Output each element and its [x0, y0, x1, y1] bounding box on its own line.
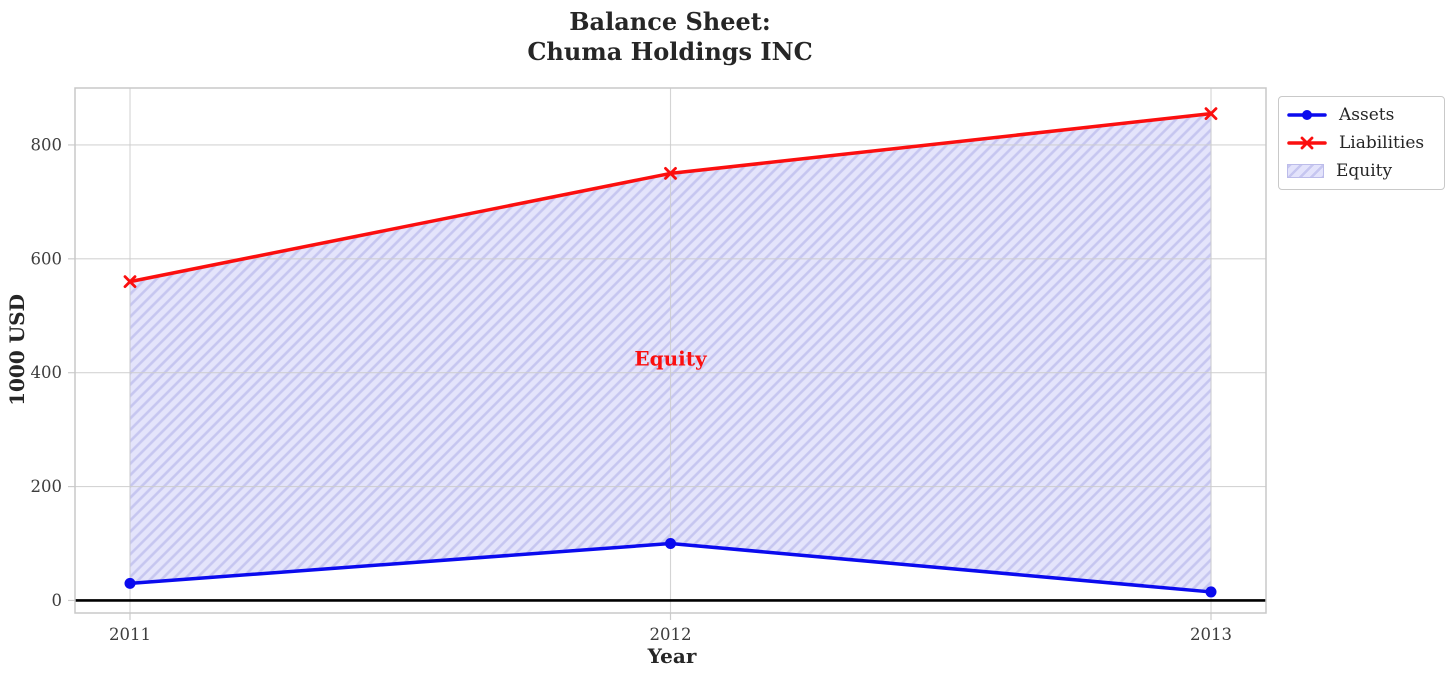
- x-tick-label: 2012: [650, 625, 692, 644]
- legend-label-assets: Assets: [1339, 105, 1395, 125]
- equity-hatch-patch-icon: [1287, 164, 1324, 178]
- assets-line-icon: [1287, 110, 1327, 120]
- series-assets: [124, 538, 1217, 598]
- y-tick-label: 0: [52, 591, 63, 610]
- y-tick-label: 800: [31, 135, 63, 154]
- data-point-marker: [1204, 107, 1218, 121]
- data-point-marker: [124, 577, 136, 589]
- legend-label-equity: Equity: [1336, 161, 1393, 181]
- liabilities-line-icon: [1287, 136, 1327, 150]
- legend-item-equity: Equity: [1287, 157, 1436, 185]
- chart-title-line1: Balance Sheet:: [569, 7, 771, 36]
- data-point-marker: [1205, 586, 1217, 598]
- legend-label-liabilities: Liabilities: [1339, 133, 1425, 153]
- legend-item-assets: Assets: [1287, 101, 1436, 129]
- x-axis-label: Year: [647, 644, 697, 668]
- data-point-marker: [123, 275, 137, 289]
- y-tick-label: 400: [31, 363, 63, 382]
- y-tick-label: 600: [31, 249, 63, 268]
- legend-item-liabilities: Liabilities: [1287, 129, 1436, 157]
- y-tick-label: 200: [31, 477, 63, 496]
- x-tick-label: 2013: [1190, 625, 1232, 644]
- data-point-marker: [664, 167, 677, 180]
- legend: Assets Liabilities Equity: [1278, 96, 1445, 190]
- x-tick-label: 2011: [109, 625, 151, 644]
- tick-marks: [68, 144, 1212, 620]
- plot-border: [74, 87, 1267, 614]
- equity-annotation: Equity: [634, 346, 708, 370]
- chart-title-line2: Chuma Holdings INC: [527, 37, 813, 66]
- data-point-marker: [665, 538, 676, 550]
- tick-labels: 0 200 400 600 800 2011 2012 2013: [31, 135, 1233, 644]
- chart-title: Balance Sheet: Chuma Holdings INC: [527, 7, 812, 67]
- series-liabilities: [123, 107, 1218, 289]
